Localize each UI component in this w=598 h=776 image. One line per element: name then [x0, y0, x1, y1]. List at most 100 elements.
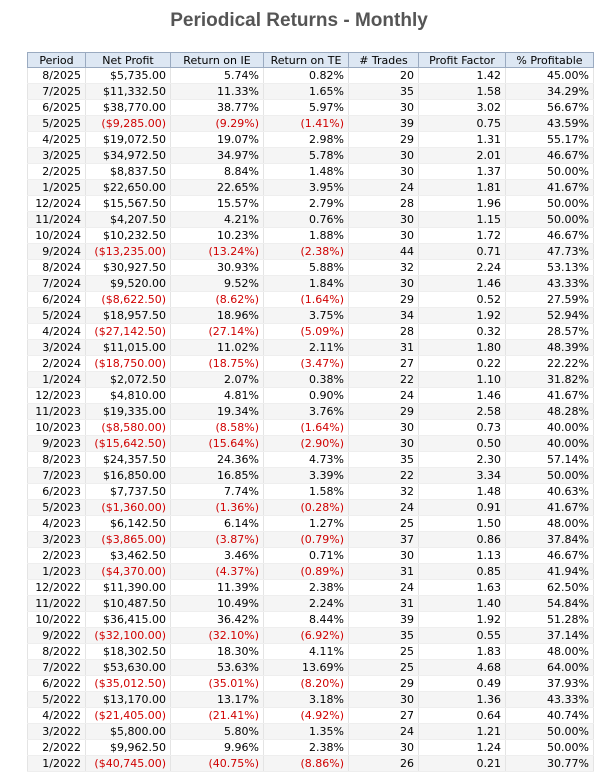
table-row: 5/2023 ($1,360.00) (1.36%) (0.28%) 24 0.91 41.…	[27, 499, 594, 516]
table-cell: 35	[348, 451, 419, 468]
table-cell: 41.67%	[505, 179, 594, 196]
table-row: 4/2023 $6,142.50 6.14% 1.27% 25 1.50 48.00%	[27, 515, 594, 532]
table-cell: $6,142.50	[85, 515, 171, 532]
table-cell: 3.76%	[263, 403, 349, 420]
table-cell: (2.90%)	[263, 435, 349, 452]
table-cell: (0.28%)	[263, 499, 349, 516]
table-cell: 16.85%	[170, 467, 264, 484]
column-header: Return on TE	[263, 52, 349, 68]
table-cell: 24	[348, 579, 419, 596]
table-cell: 11.33%	[170, 83, 264, 100]
table-cell: 47.73%	[505, 243, 594, 260]
table-cell: 30	[348, 163, 419, 180]
table-cell: 12/2023	[27, 387, 86, 404]
table-cell: 0.91	[418, 499, 506, 516]
table-cell: 5.74%	[170, 67, 264, 84]
table-cell: 11.39%	[170, 579, 264, 596]
table-cell: 22.65%	[170, 179, 264, 196]
table-cell: 3.34	[418, 467, 506, 484]
table-cell: 29	[348, 291, 419, 308]
table-cell: 22	[348, 371, 419, 388]
table-cell: 11/2024	[27, 211, 86, 228]
table-cell: ($1,360.00)	[85, 499, 171, 516]
table-cell: 0.38%	[263, 371, 349, 388]
table-row: 5/2025 ($9,285.00) (9.29%) (1.41%) 39 0.75 43.…	[27, 115, 594, 132]
table-cell: 24	[348, 387, 419, 404]
table-row: 9/2023 ($15,642.50) (15.64%) (2.90%) 30 0.50 4…	[27, 435, 594, 452]
table-row: 12/2022 $11,390.00 11.39% 2.38% 24 1.63 62.50%	[27, 579, 594, 596]
table-row: 9/2024 ($13,235.00) (13.24%) (2.38%) 44 0.71 4…	[27, 243, 594, 260]
table-cell: 34.29%	[505, 83, 594, 100]
table-cell: 1.35%	[263, 723, 349, 740]
table-cell: 1.81	[418, 179, 506, 196]
table-cell: 29	[348, 131, 419, 148]
table-row: 10/2022 $36,415.00 36.42% 8.44% 39 1.92 51.28%	[27, 611, 594, 628]
table-cell: 1.92	[418, 307, 506, 324]
table-cell: 30	[348, 147, 419, 164]
table-cell: 24.36%	[170, 451, 264, 468]
table-cell: (13.24%)	[170, 243, 264, 260]
table-row: 7/2024 $9,520.00 9.52% 1.84% 30 1.46 43.33%	[27, 275, 594, 292]
table-cell: (8.86%)	[263, 755, 349, 772]
table-cell: 27	[348, 707, 419, 724]
table-cell: 2.79%	[263, 195, 349, 212]
table-cell: 1.27%	[263, 515, 349, 532]
table-row: 7/2023 $16,850.00 16.85% 3.39% 22 3.34 50.00%	[27, 467, 594, 484]
table-cell: ($3,865.00)	[85, 531, 171, 548]
table-row: 4/2024 ($27,142.50) (27.14%) (5.09%) 28 0.32 2…	[27, 323, 594, 340]
table-cell: 31.82%	[505, 371, 594, 388]
table-cell: 4.81%	[170, 387, 264, 404]
table-cell: 1.46	[418, 275, 506, 292]
table-cell: 1.88%	[263, 227, 349, 244]
table-row: 1/2022 ($40,745.00) (40.75%) (8.86%) 26 0.21 3…	[27, 755, 594, 772]
table-cell: 25	[348, 515, 419, 532]
table-row: 11/2023 $19,335.00 19.34% 3.76% 29 2.58 48.28%	[27, 403, 594, 420]
table-cell: 26	[348, 755, 419, 772]
table-cell: 6/2023	[27, 483, 86, 500]
table-cell: 50.00%	[505, 211, 594, 228]
table-cell: 0.49	[418, 675, 506, 692]
column-header: Period	[27, 52, 86, 68]
table-cell: $38,770.00	[85, 99, 171, 116]
table-row: 2/2022 $9,962.50 9.96% 2.38% 30 1.24 50.00%	[27, 739, 594, 756]
table-cell: (9.29%)	[170, 115, 264, 132]
table-cell: 1.92	[418, 611, 506, 628]
table-cell: 55.17%	[505, 131, 594, 148]
table-cell: 28	[348, 323, 419, 340]
table-cell: 1.72	[418, 227, 506, 244]
table-cell: 10.23%	[170, 227, 264, 244]
table-row: 10/2023 ($8,580.00) (8.58%) (1.64%) 30 0.73 40…	[27, 419, 594, 436]
table-cell: 1/2024	[27, 371, 86, 388]
table-cell: 4/2022	[27, 707, 86, 724]
table-cell: 28	[348, 195, 419, 212]
table-cell: 4.11%	[263, 643, 349, 660]
table-cell: 1.15	[418, 211, 506, 228]
table-cell: 24	[348, 179, 419, 196]
table-cell: 0.90%	[263, 387, 349, 404]
table-cell: 3.95%	[263, 179, 349, 196]
table-cell: $19,335.00	[85, 403, 171, 420]
page-title: Periodical Returns - Monthly	[170, 10, 428, 31]
table-cell: 30	[348, 275, 419, 292]
table-row: 6/2025 $38,770.00 38.77% 5.97% 30 3.02 56.67%	[27, 99, 594, 116]
table-cell: 2.24%	[263, 595, 349, 612]
table-cell: 8/2022	[27, 643, 86, 660]
returns-table: Period Net Profit Return on IE Return on TE…	[27, 52, 594, 772]
column-header: % Profitable	[505, 52, 594, 68]
table-row: 7/2022 $53,630.00 53.63% 13.69% 25 4.68 64.00%	[27, 659, 594, 676]
table-cell: 0.64	[418, 707, 506, 724]
column-header: Return on IE	[170, 52, 264, 68]
table-row: 4/2025 $19,072.50 19.07% 2.98% 29 1.31 55.17%	[27, 131, 594, 148]
table-cell: 62.50%	[505, 579, 594, 596]
table-row: 2/2025 $8,837.50 8.84% 1.48% 30 1.37 50.00%	[27, 163, 594, 180]
table-row: 8/2022 $18,302.50 18.30% 4.11% 25 1.83 48.00%	[27, 643, 594, 660]
table-cell: $2,072.50	[85, 371, 171, 388]
table-cell: 9.52%	[170, 275, 264, 292]
table-cell: 51.28%	[505, 611, 594, 628]
table-cell: 50.00%	[505, 467, 594, 484]
table-cell: 37.93%	[505, 675, 594, 692]
table-cell: 3/2025	[27, 147, 86, 164]
table-cell: 3/2024	[27, 339, 86, 356]
table-cell: $9,962.50	[85, 739, 171, 756]
table-cell: 1.36	[418, 691, 506, 708]
